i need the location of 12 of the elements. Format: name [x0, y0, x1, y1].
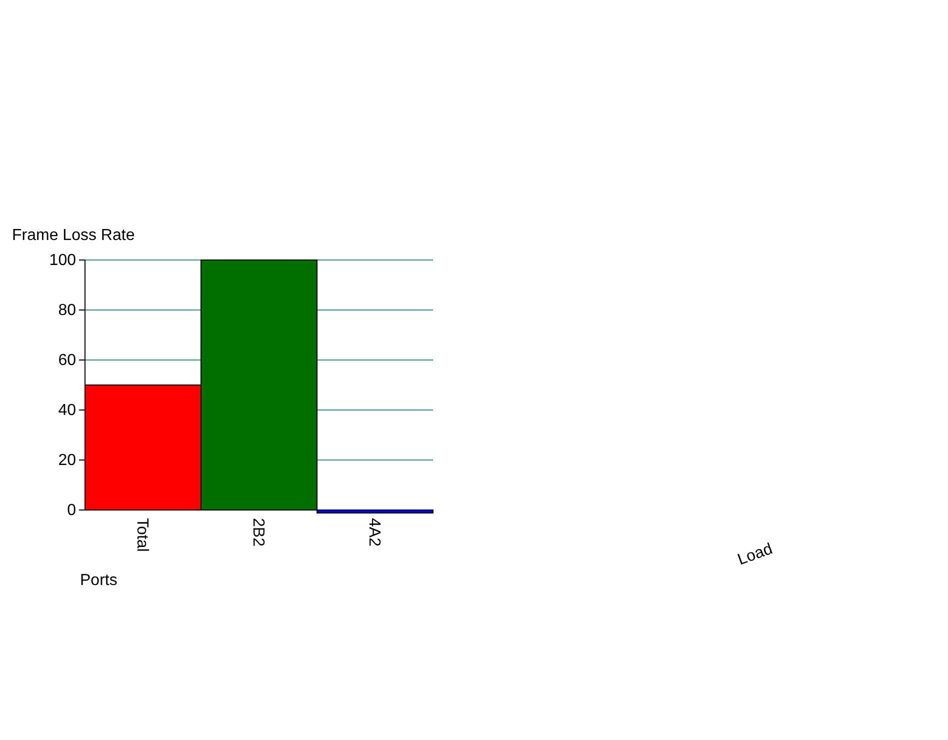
- y-tick-label: 20: [58, 452, 76, 470]
- x-tick-label: Total: [133, 518, 150, 552]
- y-tick-label: 80: [58, 302, 76, 320]
- y-tick-label: 40: [58, 402, 76, 420]
- text: Load: [736, 540, 775, 569]
- y-tick-label: 100: [49, 252, 76, 270]
- x-tick-label: 2B2: [249, 518, 266, 547]
- y-axis-title: Frame Loss Rate: [12, 227, 135, 244]
- y-tick-label: 0: [67, 502, 76, 520]
- x-tick-label: 4A2: [365, 518, 382, 547]
- y-tick-label: 60: [58, 352, 76, 370]
- x-axis-title: Ports: [80, 572, 118, 589]
